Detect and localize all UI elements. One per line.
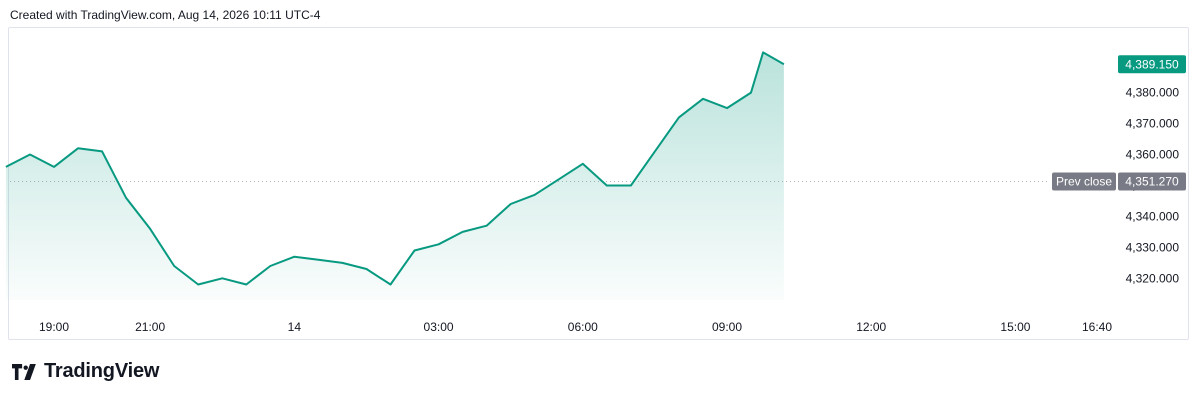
x-tick-label: 09:00 [712,320,742,334]
y-tick-label: 4,330.000 [1126,240,1180,254]
x-tick-label: 14 [288,320,302,334]
tradingview-brand-text: TradingView [44,360,160,382]
created-with-text: Created with TradingView.com, Aug 14, 20… [10,8,321,22]
prev-close-value-label: 4,351.270 [1125,175,1179,189]
y-tick-label: 4,380.000 [1126,86,1180,100]
price-area-fill [5,52,784,301]
x-tick-label: 03:00 [424,320,454,334]
last-price-badge [1118,55,1186,74]
y-tick-label: 4,370.000 [1126,117,1180,131]
tradingview-logo-icon [12,363,36,380]
prev-close-text-badge [1052,172,1116,191]
x-tick-label: 19:00 [39,320,69,334]
prev-close-text: Prev close [1056,175,1112,189]
x-tick-label: 12:00 [856,320,886,334]
tradingview-logo[interactable]: TradingView [12,360,159,383]
x-tick-label: 15:00 [1000,320,1030,334]
x-tick-label: 06:00 [568,320,598,334]
y-tick-label: 4,360.000 [1126,148,1180,162]
y-tick-label: 4,340.000 [1126,209,1180,223]
y-tick-label: 4,320.000 [1126,271,1180,285]
last-price-label: 4,389.150 [1125,57,1179,71]
x-tick-label: 21:00 [135,320,165,334]
price-line [5,51,785,286]
x-tick-label: 16:40 [1082,320,1112,334]
prev-close-value-badge [1118,172,1186,191]
